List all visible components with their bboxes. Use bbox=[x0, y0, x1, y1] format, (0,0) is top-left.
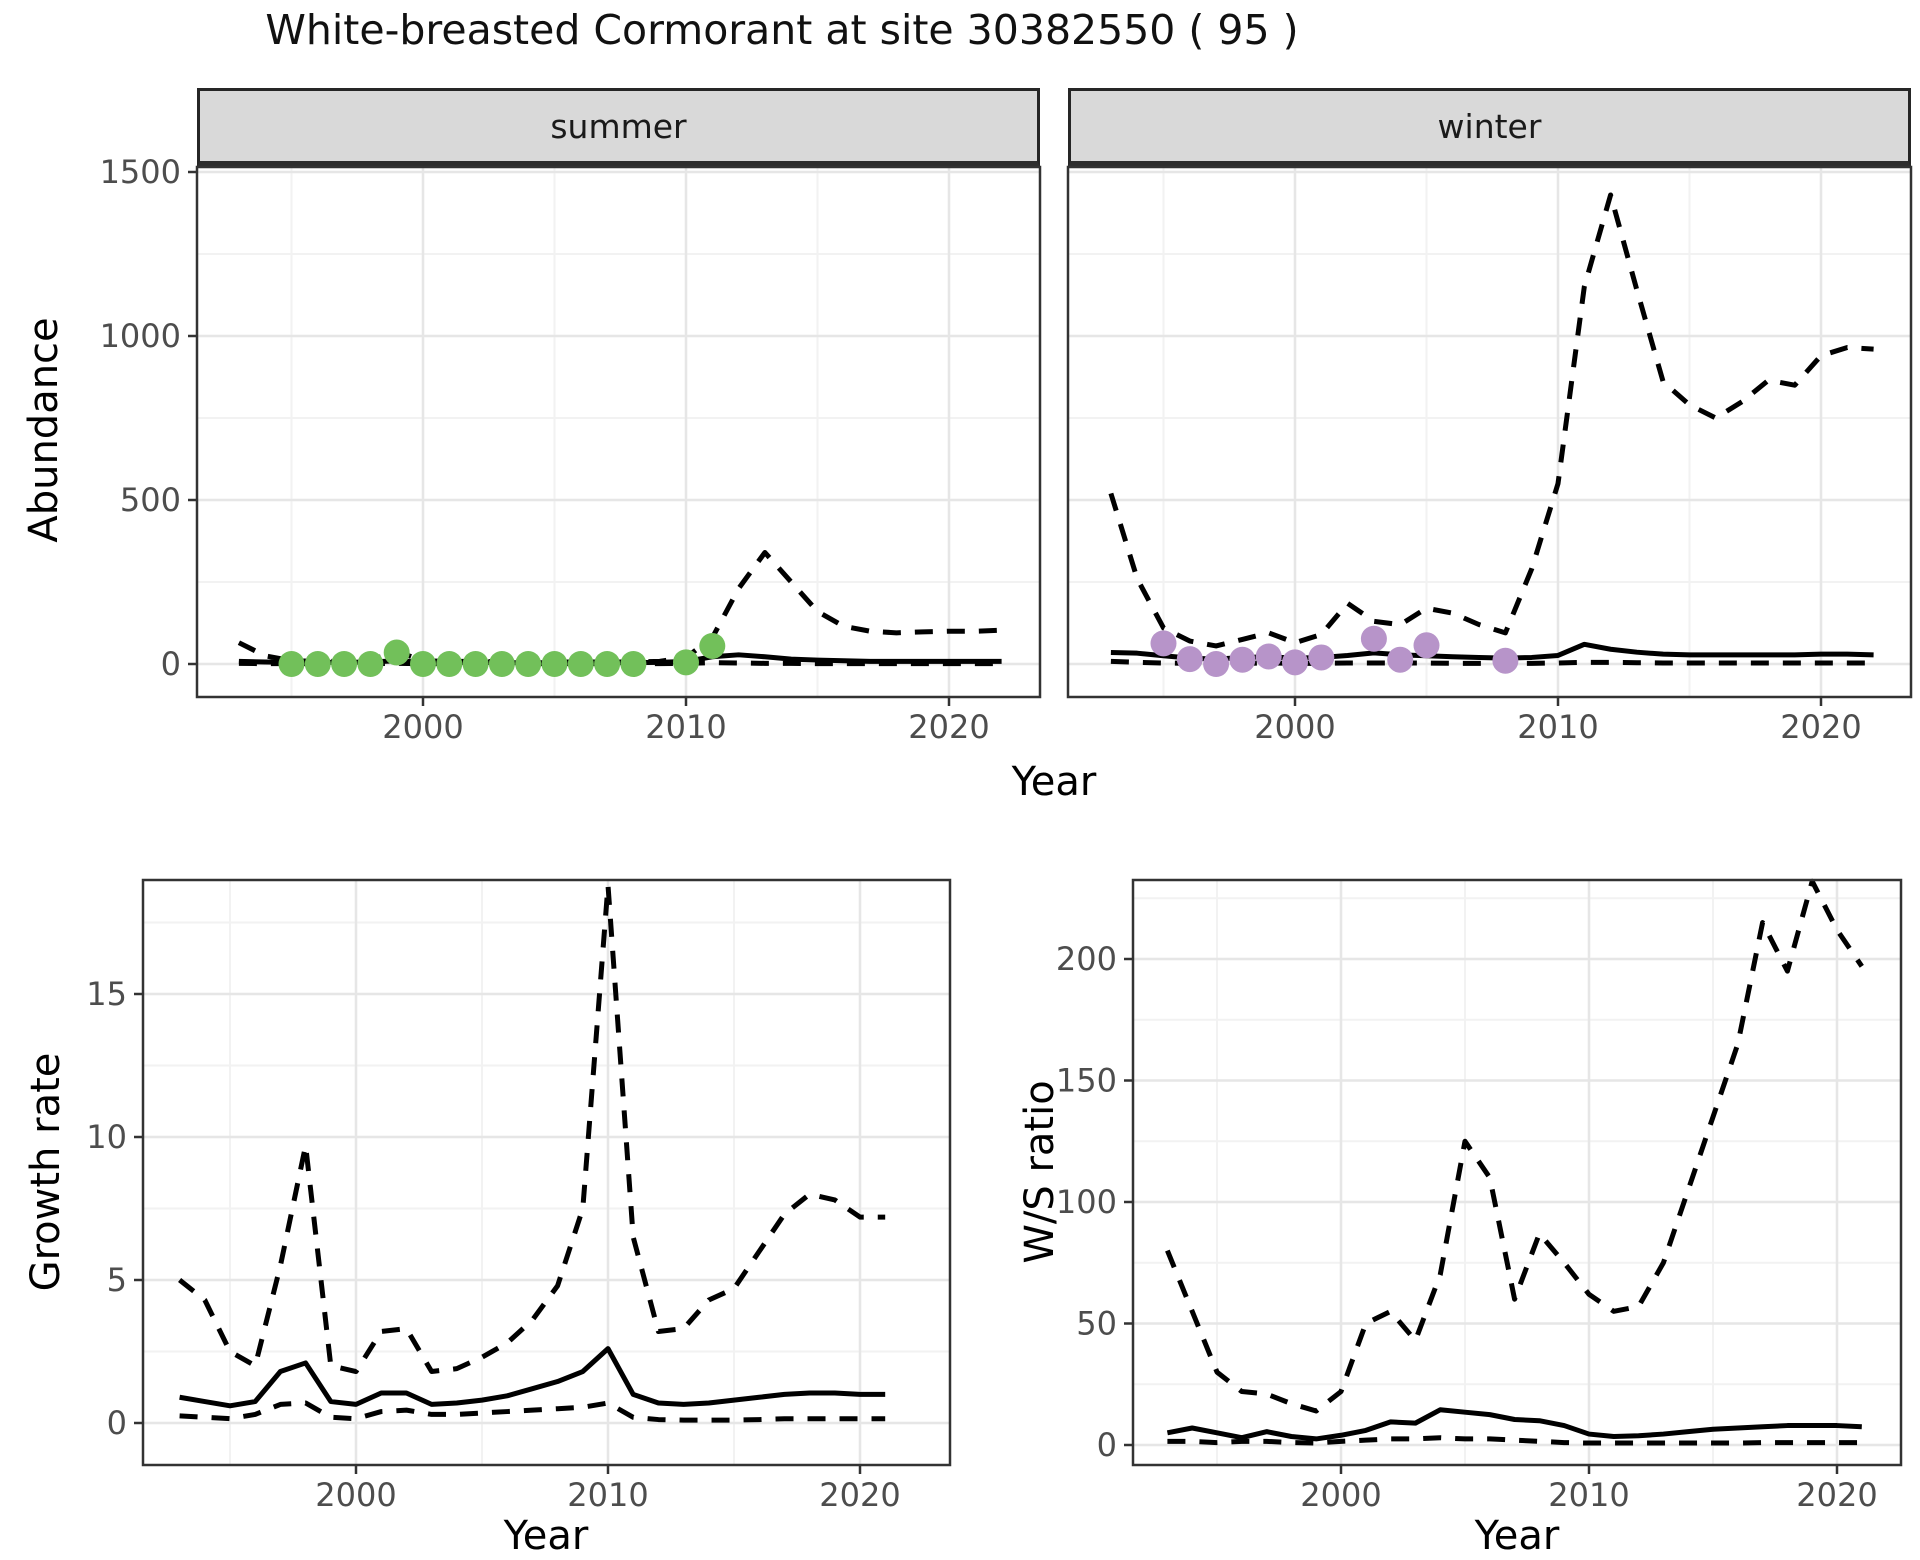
upper-95ci-line bbox=[178, 882, 886, 1375]
observation-point bbox=[488, 651, 515, 677]
observation-point bbox=[1492, 647, 1519, 674]
observation-point bbox=[1308, 644, 1335, 671]
panel-border bbox=[1066, 165, 1913, 699]
upper-95ci-line bbox=[1108, 192, 1874, 649]
y-tick-label: 1500 bbox=[100, 153, 181, 191]
x-axis-label-year-bottom-left: Year bbox=[503, 1513, 589, 1559]
y-tick-label: 0 bbox=[107, 1404, 127, 1442]
x-axis-label-year-bottom-right: Year bbox=[1474, 1513, 1560, 1559]
observation-point bbox=[594, 651, 621, 677]
x-tick-label: 2000 bbox=[315, 1476, 396, 1514]
observation-point bbox=[1255, 643, 1282, 670]
y-tick-label: 200 bbox=[1056, 940, 1117, 978]
x-tick-label: 2020 bbox=[1796, 1476, 1877, 1514]
x-tick-label: 2000 bbox=[1300, 1476, 1381, 1514]
observation-point bbox=[1150, 630, 1177, 657]
upper-95ci-line bbox=[237, 549, 1002, 665]
observation-point bbox=[331, 651, 358, 677]
observation-point bbox=[1413, 632, 1440, 659]
observation-point bbox=[1229, 646, 1256, 673]
x-tick-label: 2020 bbox=[1780, 708, 1861, 746]
upper-95ci-line bbox=[1165, 878, 1864, 1414]
observation-point bbox=[383, 639, 410, 666]
observation-point bbox=[462, 651, 489, 677]
observation-point bbox=[1203, 651, 1230, 677]
observation-point bbox=[357, 651, 384, 677]
observation-point bbox=[620, 651, 647, 677]
y-tick-label: 50 bbox=[1076, 1305, 1117, 1343]
panel-border bbox=[195, 165, 1042, 699]
median-line bbox=[1166, 1407, 1862, 1442]
x-tick-label: 2020 bbox=[908, 708, 989, 746]
x-tick-label: 2010 bbox=[645, 708, 726, 746]
observation-point bbox=[304, 651, 331, 677]
y-tick-label: 15 bbox=[86, 975, 127, 1013]
observation-point bbox=[436, 651, 463, 677]
observation-point bbox=[1282, 649, 1308, 676]
y-tick-label: 0 bbox=[161, 645, 181, 683]
observation-point bbox=[699, 632, 726, 659]
observation-point bbox=[1387, 646, 1414, 673]
x-tick-label: 2010 bbox=[1548, 1476, 1629, 1514]
y-tick-label: 100 bbox=[1056, 1183, 1117, 1221]
observation-point bbox=[410, 651, 436, 677]
observation-point bbox=[541, 651, 568, 677]
x-tick-label: 2020 bbox=[819, 1476, 900, 1514]
panel-abundance-winter: 2000 2010 2020 bbox=[1066, 165, 1913, 746]
median-line bbox=[179, 1346, 886, 1409]
y-tick-label: 10 bbox=[86, 1118, 127, 1156]
figure-title: White-breasted Cormorant at site 3038255… bbox=[265, 6, 1299, 54]
x-axis-label-year-top: Year bbox=[1011, 759, 1097, 805]
observation-point bbox=[673, 649, 699, 676]
panel-ws-ratio: 2000 2010 2020 0 50 100 150 200 bbox=[1056, 878, 1903, 1514]
x-tick-label: 2000 bbox=[1254, 708, 1335, 746]
x-tick-label: 2000 bbox=[382, 708, 463, 746]
y-tick-label: 5 bbox=[107, 1261, 127, 1299]
y-tick-label: 500 bbox=[120, 481, 181, 519]
y-tick-label: 1000 bbox=[100, 317, 181, 355]
facet-strip-winter-label: winter bbox=[1437, 106, 1542, 146]
facet-strip-summer-label: summer bbox=[550, 106, 687, 146]
facet-strip-winter: winter bbox=[1068, 88, 1911, 167]
x-tick-label: 2010 bbox=[567, 1476, 648, 1514]
observation-point bbox=[515, 651, 542, 677]
panel-abundance-summer: 2000 2010 2020 0 500 1000 1500 bbox=[100, 153, 1042, 746]
observation-point bbox=[1360, 625, 1387, 652]
lower-95ci-line bbox=[1167, 1435, 1862, 1446]
panel-growth-rate: 2000 2010 2020 0 5 10 15 bbox=[86, 878, 952, 1514]
observation-point bbox=[1176, 646, 1203, 673]
y-tick-label: 0 bbox=[1097, 1426, 1117, 1464]
facet-strip-summer: summer bbox=[197, 88, 1040, 167]
lower-95ci-line bbox=[179, 1400, 886, 1423]
x-tick-label: 2010 bbox=[1517, 708, 1598, 746]
panel-border bbox=[1131, 878, 1903, 1467]
y-tick-label: 150 bbox=[1056, 1062, 1117, 1100]
observation-point bbox=[567, 651, 594, 677]
observation-point bbox=[278, 651, 305, 677]
panel-border bbox=[141, 878, 952, 1467]
